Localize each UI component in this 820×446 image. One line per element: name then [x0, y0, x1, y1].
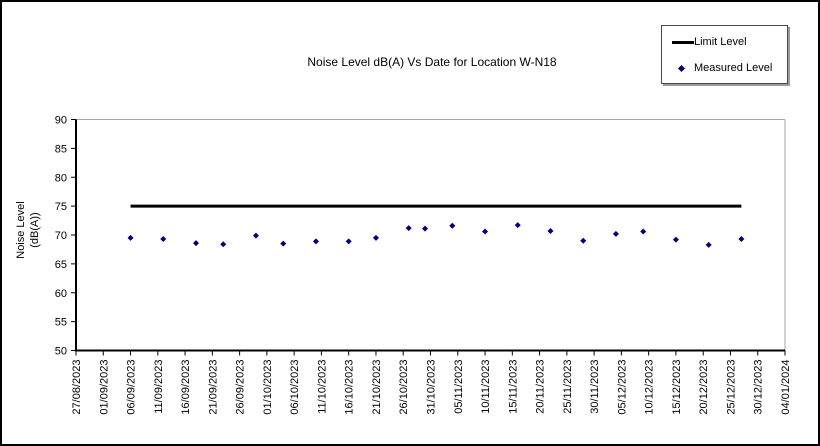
y-tick-label: 75 — [55, 201, 67, 213]
chart-title: Noise Level dB(A) Vs Date for Location W… — [307, 55, 557, 69]
x-tick-label: 15/11/2023 — [507, 360, 519, 414]
x-tick-label: 01/10/2023 — [262, 360, 274, 415]
measured-point — [422, 225, 429, 232]
measured-point — [580, 237, 587, 244]
x-tick-label: 20/11/2023 — [535, 360, 547, 414]
x-tick-label: 25/12/2023 — [725, 360, 737, 415]
x-tick-label: 06/10/2023 — [289, 360, 301, 415]
measured-point — [192, 240, 199, 247]
measured-point — [405, 225, 412, 232]
measured-point — [345, 238, 352, 245]
x-tick-label: 10/12/2023 — [644, 360, 656, 415]
y-tick-label: 85 — [55, 143, 67, 155]
measured-point — [672, 236, 679, 243]
legend-entry-limit-level: Limit Level — [672, 35, 747, 49]
x-tick-label: 10/11/2023 — [480, 360, 492, 414]
y-tick-label: 80 — [55, 172, 67, 184]
x-tick-label: 01/09/2023 — [98, 360, 110, 415]
measured-point — [312, 238, 319, 245]
x-tick-label: 30/12/2023 — [753, 360, 765, 415]
y-tick-label: 70 — [55, 230, 67, 242]
legend-label-limit-level: Limit Level — [694, 36, 747, 48]
x-tick-label: 26/09/2023 — [235, 360, 247, 415]
x-tick-label: 05/12/2023 — [616, 360, 628, 415]
measured-point — [514, 222, 521, 229]
x-tick-label: 11/09/2023 — [153, 360, 165, 414]
y-tick-label: 90 — [55, 115, 67, 127]
measured-point — [449, 222, 456, 229]
measured-point — [280, 240, 287, 247]
x-tick-label: 04/01/2024 — [780, 360, 792, 415]
legend-box: Limit Level Measured Level — [661, 25, 788, 84]
x-tick-label: 16/10/2023 — [344, 360, 356, 415]
x-tick-label: 30/11/2023 — [589, 360, 601, 414]
measured-point — [705, 241, 712, 248]
x-tick-label: 26/10/2023 — [398, 360, 410, 415]
measured-point — [372, 234, 379, 241]
x-tick-label: 21/09/2023 — [207, 360, 219, 415]
x-tick-label: 16/09/2023 — [180, 360, 192, 415]
measured-point — [220, 241, 227, 248]
x-tick-label: 21/10/2023 — [371, 360, 383, 415]
y-tick-label: 65 — [55, 259, 67, 271]
x-tick-label: 06/09/2023 — [126, 360, 138, 415]
x-tick-label: 20/12/2023 — [698, 360, 710, 415]
y-tick-label: 60 — [55, 288, 67, 300]
measured-point — [160, 236, 167, 243]
measured-point — [127, 234, 134, 241]
x-tick-label: 25/11/2023 — [562, 360, 574, 414]
x-tick-label: 11/10/2023 — [316, 360, 328, 414]
x-tick-label: 27/08/2023 — [71, 360, 83, 415]
x-tick-label: 15/12/2023 — [671, 360, 683, 415]
x-tick-label: 05/11/2023 — [453, 360, 465, 414]
x-tick-label: 31/10/2023 — [426, 360, 438, 415]
measured-point — [547, 227, 554, 234]
measured-point — [640, 228, 647, 235]
limit-level-line-icon — [672, 40, 694, 44]
measured-point — [482, 228, 489, 235]
y-tick-label: 55 — [55, 317, 67, 329]
legend-entry-measured-level: Measured Level — [677, 61, 772, 75]
measured-point — [738, 236, 745, 243]
y-tick-label: 50 — [55, 346, 67, 358]
legend-label-measured-level: Measured Level — [694, 62, 773, 74]
measured-point — [612, 230, 619, 237]
measured-point — [252, 232, 259, 239]
